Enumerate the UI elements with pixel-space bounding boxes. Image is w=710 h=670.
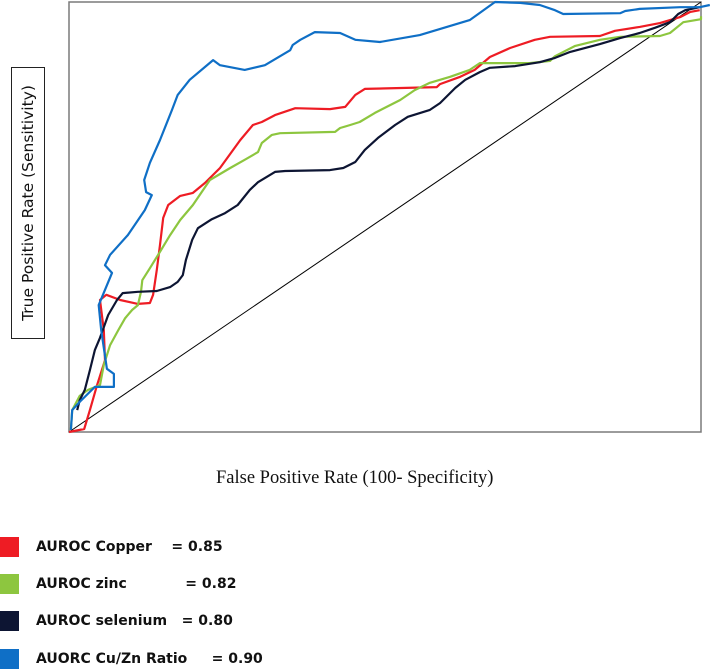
y-axis-label: True Positive Rate (Sensitivity) — [19, 85, 37, 321]
x-axis-label: False Positive Rate (100- Specificity) — [216, 468, 494, 488]
legend-swatch — [0, 611, 19, 631]
legend-label: AUROC Copper = 0.85 — [36, 539, 223, 555]
plot-area-border — [68, 1, 702, 433]
legend-swatch — [0, 574, 19, 594]
legend-label: AUROC zinc = 0.82 — [36, 576, 237, 592]
roc-curve-copper — [68, 9, 700, 434]
roc-curve-zinc — [69, 16, 703, 430]
roc-curve-selenium — [76, 6, 700, 411]
y-axis-label-box — [11, 67, 45, 339]
roc-curve-cu-zn-ratio — [69, 0, 710, 430]
reference-diagonal-line — [68, 1, 702, 433]
legend-swatch — [0, 537, 19, 557]
legend-swatch — [0, 649, 19, 669]
series-layer — [68, 0, 710, 434]
roc-plot — [68, 0, 710, 434]
legend-label: AUROC selenium = 0.80 — [36, 613, 233, 629]
legend-label: AUORC Cu/Zn Ratio = 0.90 — [36, 651, 263, 667]
